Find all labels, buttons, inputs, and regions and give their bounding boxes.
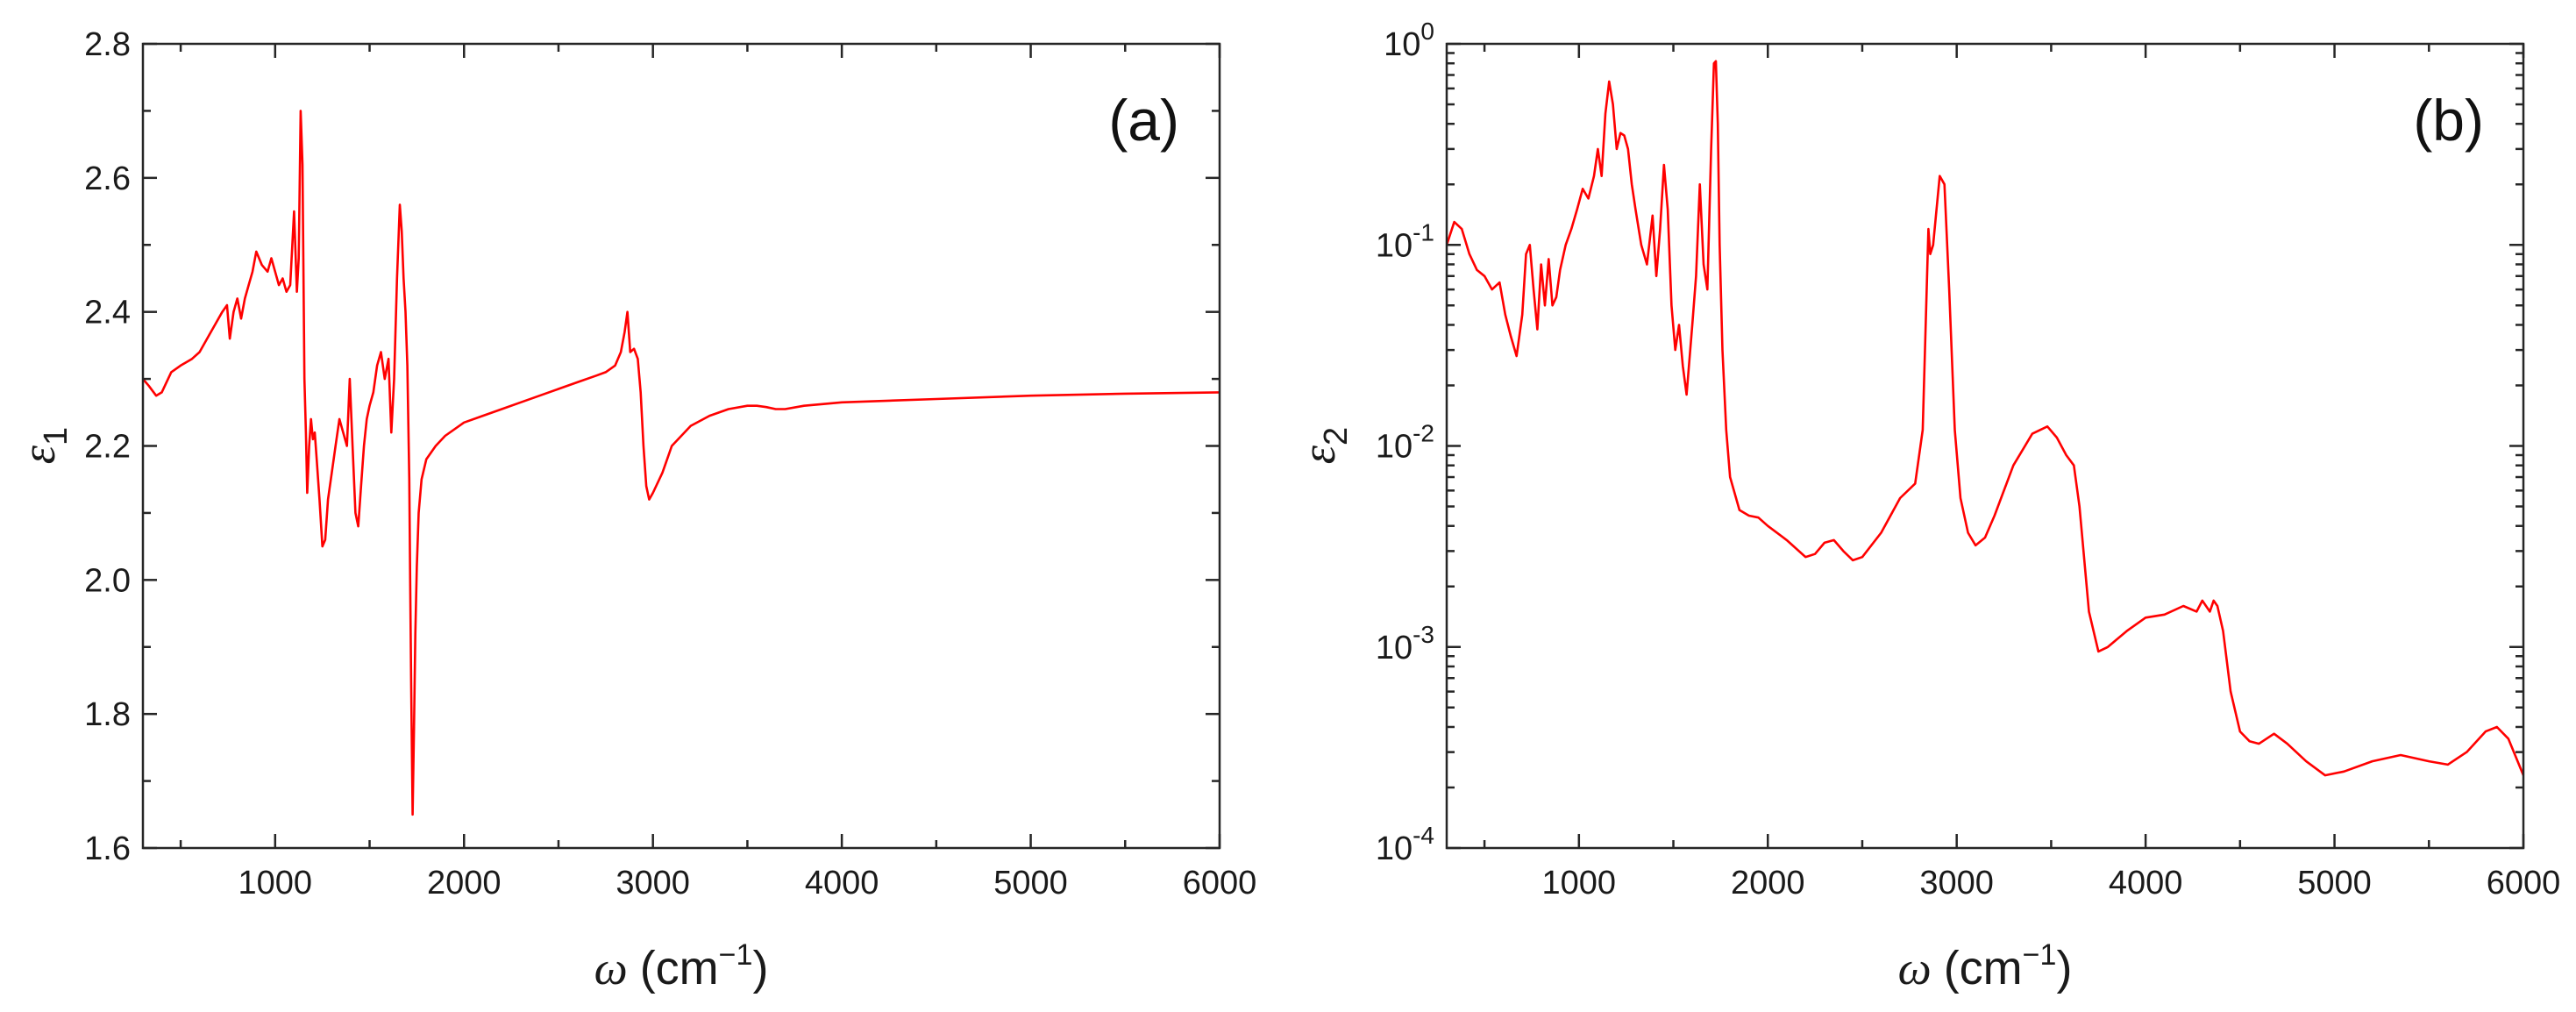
y-tick-base: 10 [1376, 429, 1413, 466]
panel-a-y-tick-labels: 1.6 1.8 2.0 2.2 2.4 2.6 2.8 [84, 26, 131, 867]
panel-b-y-axis-title: ε2 [1292, 427, 1355, 464]
panel-a-frame [141, 42, 1221, 850]
panel-b-x-axis-symbol: ω [1898, 942, 1932, 994]
panel-b-x-tick-label: 5000 [2297, 865, 2372, 902]
panel-b-x-axis-title: ω (cm−1) [1898, 938, 2073, 994]
panel-b-x-axis-close: ) [2056, 942, 2072, 994]
panel-a-x-tick-label: 5000 [993, 865, 1068, 902]
panel-a-x-tick-label: 4000 [805, 865, 879, 902]
panel-b-y-axis-subscript: 2 [1318, 427, 1355, 445]
panel-b-y-axis-symbol: ε [1292, 445, 1345, 464]
panel-b-x-tick-label: 3000 [1919, 865, 1994, 902]
panel-b-label: (b) [2413, 88, 2484, 153]
panel-a-x-axis-exponent: −1 [719, 938, 753, 972]
panel-b-y-tick-label: 10-1 [1376, 218, 1434, 264]
panel-b-x-tick-label: 1000 [1542, 865, 1617, 902]
panel-b-x-tick-label: 4000 [2109, 865, 2183, 902]
panel-a-y-tick-label: 1.8 [84, 696, 131, 733]
panel-b-x-axis-unit: (cm [1944, 942, 2023, 994]
panel-a-x-tick-label: 6000 [1183, 865, 1257, 902]
y-tick-exponent: -1 [1413, 218, 1434, 246]
panel-a-label: (a) [1108, 88, 1179, 153]
panel-a-y-axis-symbol: ε [12, 445, 65, 464]
panel-a-x-tick-label: 3000 [616, 865, 690, 902]
panel-a: 1.6 1.8 2.0 2.2 2.4 2.6 2.8 1000 2000 3000 4000 50… [12, 26, 1256, 994]
y-tick-exponent: -4 [1413, 822, 1434, 849]
panel-a-y-tick-label: 2.2 [84, 429, 131, 466]
panel-b-y-tick-label: 10-2 [1376, 420, 1434, 466]
panel-b-y-tick-label: 100 [1384, 18, 1434, 63]
panel-a-y-axis-title: ε1 [12, 427, 75, 464]
panel-a-series-0-line [143, 110, 1220, 816]
y-tick-base: 10 [1376, 227, 1413, 264]
panel-b-curve-layer [1447, 60, 2523, 777]
y-tick-base: 10 [1376, 830, 1413, 867]
panel-a-x-axis-symbol: ω [594, 942, 628, 994]
panel-a-y-tick-label: 1.6 [84, 830, 131, 867]
panel-b-ticks [1447, 42, 2525, 850]
y-tick-exponent: -3 [1413, 621, 1434, 648]
panel-b-frame [1445, 42, 2525, 850]
panel-a-x-tick-label: 2000 [427, 865, 502, 902]
panel-a-x-axis-title: ω (cm−1) [594, 938, 769, 994]
y-tick-base: 10 [1376, 630, 1413, 666]
panel-a-x-tick-labels: 1000 2000 3000 4000 5000 6000 [238, 865, 1257, 902]
panel-b-x-axis-exponent: −1 [2023, 938, 2057, 972]
panel-a-y-axis-subscript: 1 [38, 427, 75, 445]
panel-a-x-axis-unit: (cm [640, 942, 719, 994]
panel-b-series-0-line [1447, 60, 2523, 777]
y-tick-base: 10 [1384, 26, 1420, 63]
panel-a-x-axis-close: ) [752, 942, 768, 994]
panel-a-y-tick-label: 2.0 [84, 562, 131, 599]
y-tick-exponent: -2 [1413, 420, 1434, 447]
panel-b-x-tick-labels: 1000 2000 3000 4000 5000 6000 [1542, 865, 2561, 902]
panel-a-y-tick-label: 2.4 [84, 295, 131, 331]
panel-b-y-tick-label: 10-3 [1376, 621, 1434, 666]
panel-a-y-tick-label: 2.6 [84, 160, 131, 197]
panel-a-curve-layer [143, 110, 1220, 816]
y-tick-exponent: 0 [1420, 18, 1434, 45]
panel-a-y-tick-label: 2.8 [84, 26, 131, 63]
panel-a-ticks [143, 42, 1221, 850]
panel-b-x-tick-label: 2000 [1731, 865, 1805, 902]
panel-b-y-tick-label: 10-4 [1376, 822, 1434, 867]
panel-b-x-tick-label: 6000 [2487, 865, 2561, 902]
panel-a-x-tick-label: 1000 [238, 865, 313, 902]
